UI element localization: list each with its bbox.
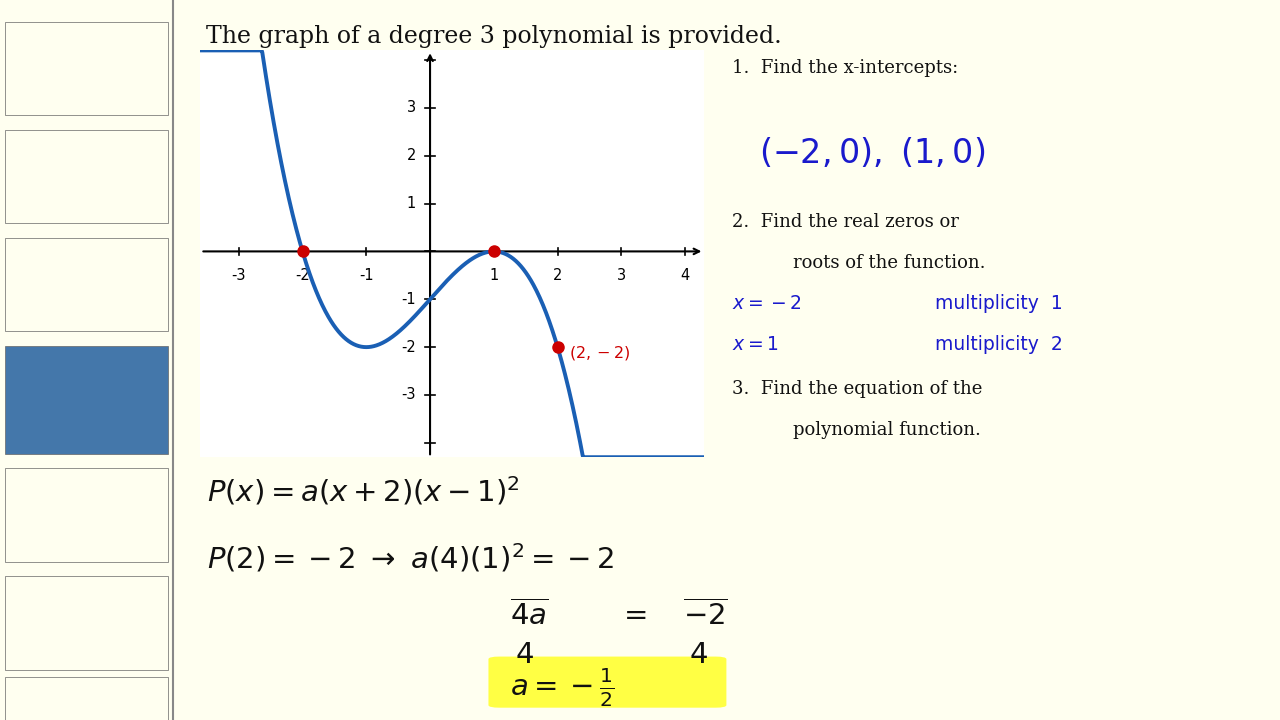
Text: 1.  Find the x-intercepts:: 1. Find the x-intercepts: [732, 58, 959, 76]
Text: 1: 1 [489, 268, 498, 283]
Text: 1: 1 [407, 196, 416, 211]
Bar [5, 22, 168, 115]
Text: -3: -3 [232, 268, 246, 283]
Text: $(2,-2)$: $(2,-2)$ [570, 344, 631, 362]
FancyBboxPatch shape [489, 657, 727, 708]
Text: $P(2) = -2\ \rightarrow\ a(4)(1)^2 = -2$: $P(2) = -2\ \rightarrow\ a(4)(1)^2 = -2$ [207, 541, 614, 575]
Bar [5, 130, 168, 223]
Text: $x=1$: $x=1$ [732, 336, 778, 354]
Text: 2.  Find the real zeros or: 2. Find the real zeros or [732, 213, 959, 231]
Text: 3: 3 [407, 100, 416, 115]
Bar [5, 346, 168, 454]
Text: 4: 4 [681, 268, 690, 283]
Text: The graph of a degree 3 polynomial is provided.: The graph of a degree 3 polynomial is pr… [206, 25, 782, 48]
Text: -2: -2 [401, 340, 416, 355]
Text: -1: -1 [358, 268, 374, 283]
Text: $=$: $=$ [618, 600, 648, 629]
Text: $4$: $4$ [689, 642, 708, 669]
Text: 3: 3 [617, 268, 626, 283]
Bar [5, 576, 168, 670]
Text: 2: 2 [407, 148, 416, 163]
Text: $\overline{-2}$: $\overline{-2}$ [684, 600, 728, 631]
Text: 2: 2 [553, 268, 562, 283]
Text: $\overline{4a}$: $\overline{4a}$ [509, 600, 548, 631]
Bar [5, 677, 168, 720]
Text: polynomial function.: polynomial function. [794, 420, 982, 438]
Bar [5, 238, 168, 331]
Text: multiplicity  1: multiplicity 1 [936, 294, 1064, 313]
Text: $x=-2$: $x=-2$ [732, 294, 801, 313]
Text: -3: -3 [402, 387, 416, 402]
Text: 3.  Find the equation of the: 3. Find the equation of the [732, 380, 982, 398]
Bar [5, 468, 168, 562]
Text: $(-2,0),\ (1,0)$: $(-2,0),\ (1,0)$ [759, 136, 986, 170]
Text: -1: -1 [402, 292, 416, 307]
Text: $4$: $4$ [516, 642, 534, 669]
Text: -2: -2 [296, 268, 310, 283]
Text: roots of the function.: roots of the function. [794, 254, 986, 272]
Text: $P(x) = a(x+2)(x-1)^2$: $P(x) = a(x+2)(x-1)^2$ [207, 475, 520, 508]
Text: $a = -\frac{1}{2}$: $a = -\frac{1}{2}$ [509, 667, 614, 709]
Text: multiplicity  2: multiplicity 2 [936, 336, 1064, 354]
